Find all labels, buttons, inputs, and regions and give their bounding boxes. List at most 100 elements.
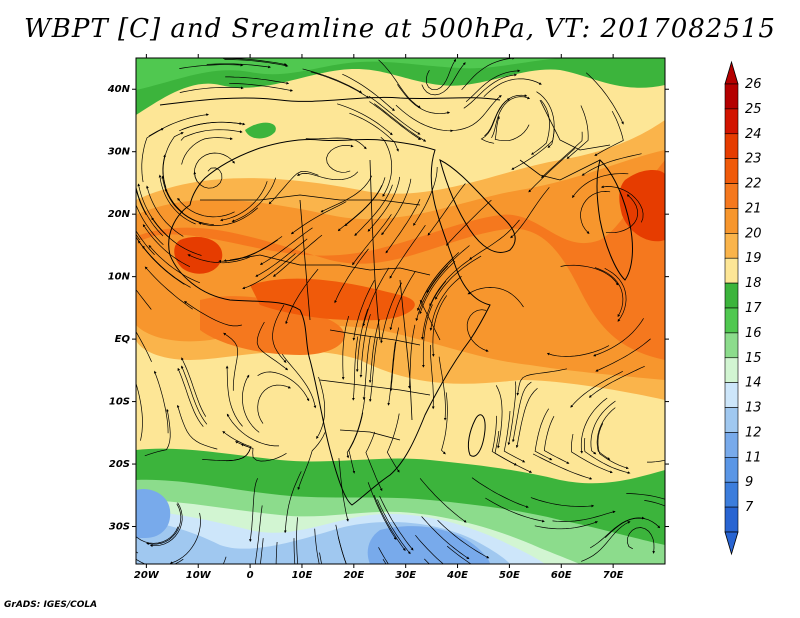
streamline [594,110,624,156]
arabia-coastline [439,159,516,253]
streamline [296,517,299,564]
streamline [223,58,288,66]
streamline [255,238,308,277]
streamline [181,357,207,417]
streamline [546,345,610,357]
map-title: WBPT [C] and Sreamline at 500hPa, VT: 20… [24,14,776,44]
streamline [153,370,169,434]
streamline [305,137,367,150]
lat-tick-label: 10N [108,272,131,283]
colorbar-bottom-arrow [724,531,739,556]
europe-coastline [159,96,501,106]
streamline [177,197,235,218]
colorbar-label: 22 [745,177,762,192]
streamline [326,144,354,173]
streamline [149,502,183,548]
lon-tick-label: 20W [134,570,160,581]
country-borders [200,99,611,441]
streamline [352,214,392,266]
streamline [604,267,627,322]
streamline [451,94,502,131]
streamline [136,230,155,256]
streamline [395,104,454,133]
streamline [187,254,250,264]
streamline [595,338,651,372]
streamline [368,319,380,383]
streamline [231,177,277,223]
streamline [362,267,390,327]
streamline [179,121,243,132]
streamline [421,304,433,368]
streamline [427,183,466,236]
lat-tick-label: 30N [108,147,131,158]
streamline [290,201,347,235]
colorbar-swatch [724,257,739,284]
lon-tick-label: 50E [499,570,520,581]
streamline [302,68,363,93]
streamline [494,115,530,142]
lat-tick-label: 20S [109,459,130,470]
lat-tick-label: 10S [109,397,130,408]
streamline [314,528,320,564]
longitude-axis: 20W 10W 0 10E 20E 30E 40E 50E 60E 70E [134,54,624,581]
streamline [337,185,383,232]
streamline [320,175,373,213]
streamline [593,318,644,357]
streamline [580,191,611,235]
streamline [334,248,369,304]
streamline [373,103,427,142]
streamline [181,365,208,425]
streamline [348,412,364,474]
streamline [382,559,387,564]
streamline [503,410,526,463]
streamline [378,59,421,109]
lon-tick-label: 0 [247,570,254,581]
colorbar-swatch [724,158,739,184]
india-coastline [596,159,633,281]
streamline [421,280,447,340]
streamline [580,397,608,454]
streamline [225,76,290,85]
streamline [419,478,467,523]
streamline [257,371,310,402]
streamline [389,327,400,392]
africa-coastline [168,138,491,506]
streamline [144,266,193,310]
lon-tick-label: 30E [395,570,416,581]
streamline [430,345,435,410]
colorbar-label: 19 [745,251,762,266]
streamline [644,500,665,507]
colorbar-label: 11 [745,450,762,465]
streamline [585,72,624,125]
wbpt-fill-south-blue4 [367,526,490,564]
streamline [180,129,243,141]
streamline [368,95,421,135]
streamline [316,376,326,440]
streamline [485,497,545,523]
plot-frame [135,57,666,565]
streamline [590,400,616,455]
colorbar-swatch [724,307,739,334]
lon-tick-label: 10W [186,570,212,581]
colorbar-swatch [724,432,739,458]
colorbar-label: 17 [745,301,762,316]
streamline [293,538,296,564]
streamline [141,128,164,183]
streamline [543,415,570,464]
streamline [268,170,319,205]
lon-tick-label: 20E [343,570,364,581]
streamline [626,493,665,500]
streamline [413,166,438,226]
streamline [647,459,665,463]
streamline [136,331,152,362]
streamline [259,227,313,265]
colorbar-label: 20 [745,226,762,241]
streamline [283,471,302,534]
colorbar-label: 23 [745,152,762,167]
streamline [354,184,393,236]
streamline [528,148,576,193]
wbpt-fill-23b [619,170,665,242]
streamline [367,176,401,232]
streamline [368,337,378,402]
colorbar-label: 26 [745,77,762,92]
